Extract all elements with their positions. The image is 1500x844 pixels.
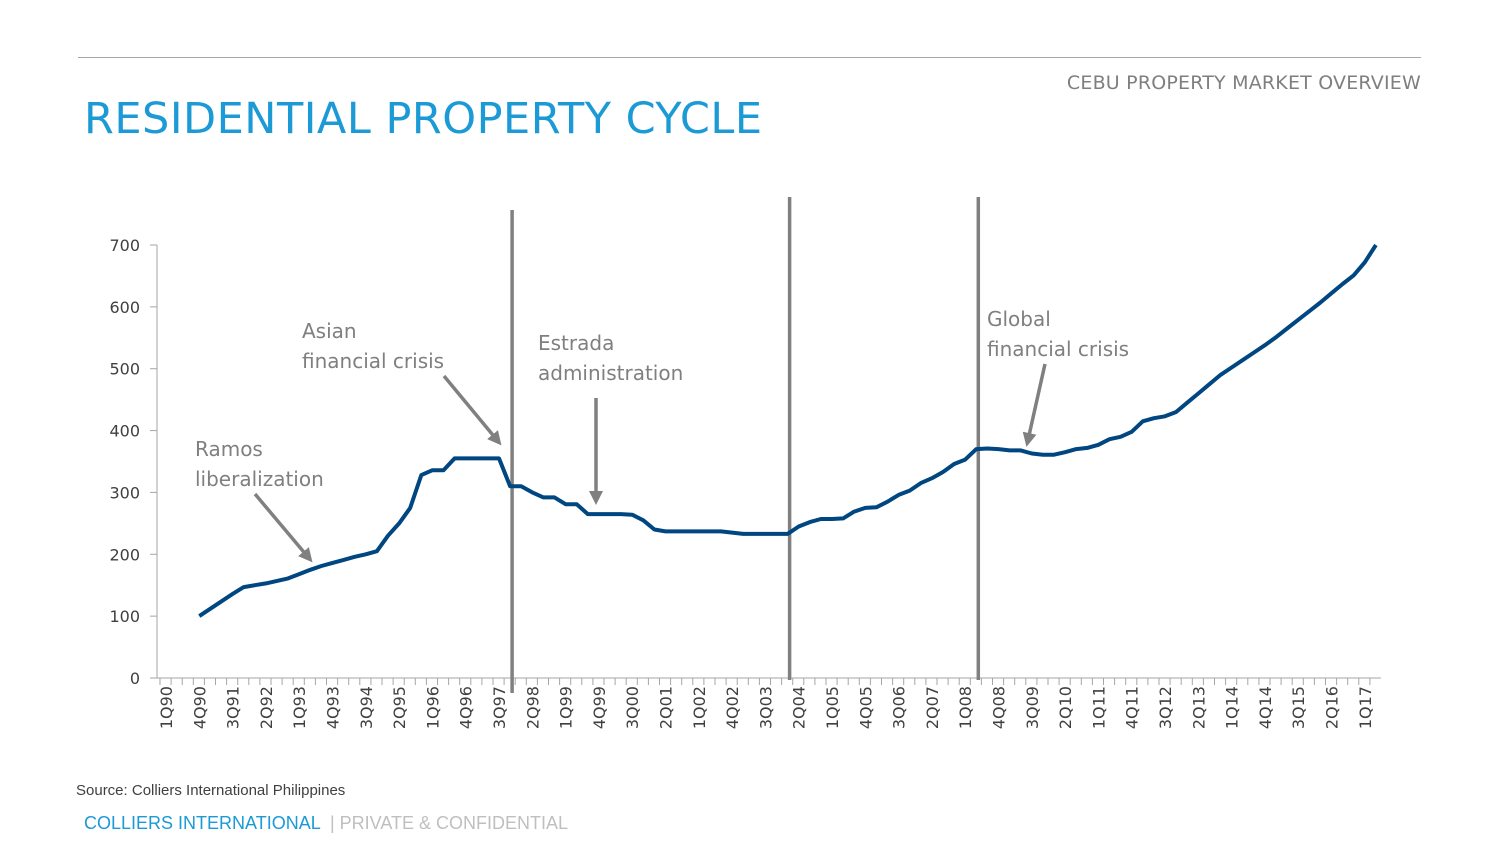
x-tick-label: 2Q13 bbox=[1189, 686, 1208, 729]
x-tick-label: 3Q06 bbox=[890, 686, 909, 729]
x-tick-label: 3Q09 bbox=[1023, 686, 1042, 729]
x-tick-label: 2Q16 bbox=[1323, 686, 1342, 729]
footer-brand: COLLIERS INTERNATIONAL bbox=[84, 813, 321, 833]
annotation-global-crisis: Global financial crisis bbox=[987, 307, 1129, 361]
x-tick-label: 4Q99 bbox=[590, 686, 609, 729]
x-tick-label: 3Q03 bbox=[756, 686, 775, 729]
x-tick-label: 3Q91 bbox=[224, 686, 243, 729]
x-tick-label: 3Q97 bbox=[490, 686, 509, 729]
chart-source: Source: Colliers International Philippin… bbox=[76, 782, 346, 799]
y-tick-label: 700 bbox=[109, 236, 140, 255]
y-tick-label: 500 bbox=[109, 360, 140, 379]
x-tick-label: 3Q94 bbox=[357, 686, 376, 729]
x-tick-label: 1Q08 bbox=[956, 686, 975, 729]
x-tick-label: 2Q10 bbox=[1056, 686, 1075, 729]
y-tick-label: 0 bbox=[130, 669, 140, 688]
x-tick-label: 4Q90 bbox=[190, 686, 209, 729]
x-tick-label: 3Q12 bbox=[1156, 686, 1175, 729]
annotation-ramos: Ramos liberalization bbox=[195, 437, 324, 491]
arrow-asian-crisis bbox=[442, 374, 502, 446]
arrow-global-crisis bbox=[1022, 363, 1047, 447]
section-label: CEBU PROPERTY MARKET OVERVIEW bbox=[1066, 72, 1421, 94]
x-tick-label: 2Q04 bbox=[790, 686, 809, 729]
x-tick-label: 1Q93 bbox=[290, 686, 309, 729]
page-title: RESIDENTIAL PROPERTY CYCLE bbox=[84, 94, 763, 144]
x-tick-label: 1Q14 bbox=[1223, 686, 1242, 729]
y-tick-label: 100 bbox=[109, 607, 140, 626]
x-tick-label: 4Q11 bbox=[1123, 686, 1142, 729]
y-tick-label: 200 bbox=[109, 545, 140, 564]
header-divider bbox=[78, 57, 1421, 58]
x-tick-label: 1Q11 bbox=[1089, 686, 1108, 729]
y-tick-label: 300 bbox=[109, 483, 140, 502]
footer-confidential: | PRIVATE & CONFIDENTIAL bbox=[330, 813, 569, 833]
x-tick-label: 2Q92 bbox=[257, 686, 276, 729]
x-tick-label: 1Q17 bbox=[1356, 686, 1375, 729]
series-line bbox=[198, 243, 1378, 618]
arrow-ramos bbox=[253, 492, 313, 563]
x-tick-label: 1Q90 bbox=[157, 686, 176, 729]
x-tick-label: 2Q07 bbox=[923, 686, 942, 729]
x-tick-label: 1Q02 bbox=[690, 686, 709, 729]
series-points bbox=[199, 244, 1376, 617]
x-tick-label: 4Q96 bbox=[457, 686, 476, 729]
x-tick-label: 3Q00 bbox=[623, 686, 642, 729]
x-tick-label: 1Q05 bbox=[823, 686, 842, 729]
x-tick-label: 2Q01 bbox=[657, 686, 676, 729]
y-tick-label: 400 bbox=[109, 422, 140, 441]
annotation-estrada: Estrada administration bbox=[538, 331, 683, 385]
x-tick-label: 4Q02 bbox=[723, 686, 742, 729]
x-tick-label: 3Q15 bbox=[1289, 686, 1308, 729]
x-tick-label: 2Q95 bbox=[390, 686, 409, 729]
x-tick-label: 4Q93 bbox=[324, 686, 343, 729]
annotation-asian-crisis: Asian financial crisis bbox=[302, 319, 444, 373]
x-tick-label: 1Q99 bbox=[557, 686, 576, 729]
x-tick-label: 4Q14 bbox=[1256, 686, 1275, 729]
x-tick-label: 4Q08 bbox=[990, 686, 1009, 729]
x-tick-label: 4Q05 bbox=[856, 686, 875, 729]
x-tick-label: 1Q96 bbox=[423, 686, 442, 729]
x-tick-label: 2Q98 bbox=[523, 686, 542, 729]
y-tick-label: 600 bbox=[109, 298, 140, 317]
